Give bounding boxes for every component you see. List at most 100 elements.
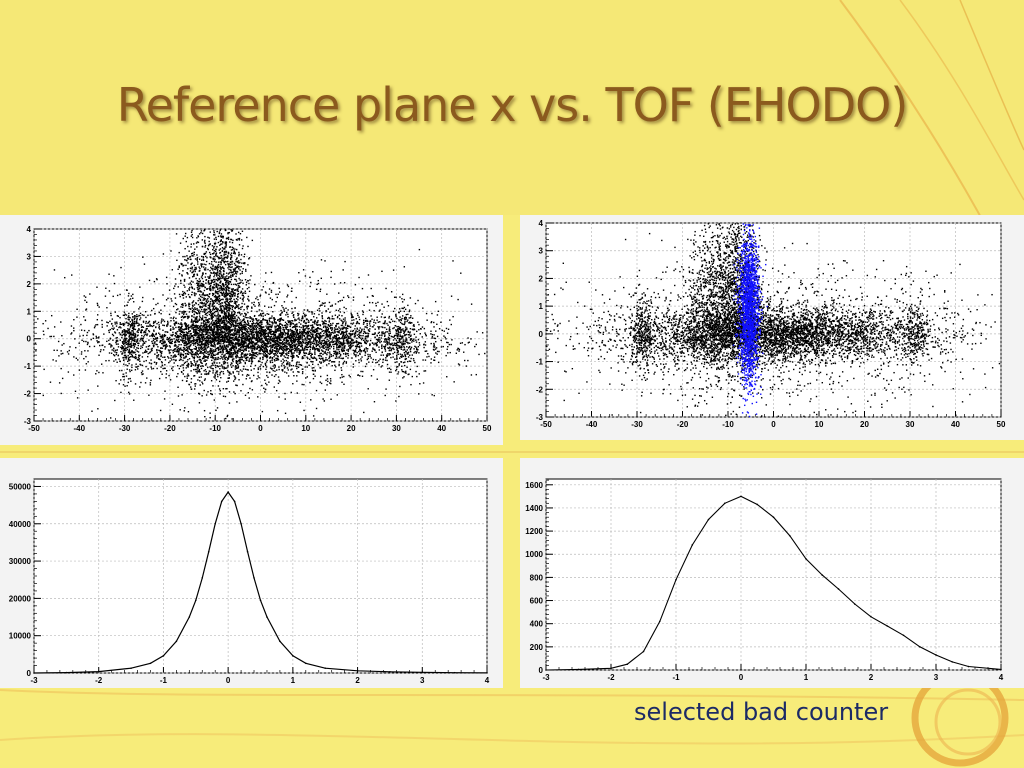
scatter-point xyxy=(367,357,369,360)
scatter-point xyxy=(219,323,221,325)
scatter-point xyxy=(220,339,222,341)
scatter-point xyxy=(326,359,329,361)
scatter-point xyxy=(236,360,239,363)
scatter-point xyxy=(362,319,365,322)
scatter-point xyxy=(141,356,144,358)
scatter-point xyxy=(227,315,229,318)
scatter-point xyxy=(252,340,254,343)
scatter-point xyxy=(316,347,318,350)
scatter-point xyxy=(219,327,222,329)
scatter-point xyxy=(221,322,223,324)
scatter-point xyxy=(386,343,389,346)
scatter-point xyxy=(387,342,389,344)
scatter-point xyxy=(263,347,265,350)
scatter-point xyxy=(294,326,296,328)
scatter-point xyxy=(225,330,228,332)
scatter-point xyxy=(119,333,122,335)
scatter-point xyxy=(366,341,368,343)
scatter-point xyxy=(220,341,222,343)
scatter-point xyxy=(309,340,311,342)
scatter-point xyxy=(143,314,145,317)
scatter-point xyxy=(200,335,203,337)
scatter-point xyxy=(271,338,273,340)
scatter-point xyxy=(271,330,274,333)
scatter-point xyxy=(260,332,263,335)
scatter-point xyxy=(283,342,285,344)
scatter-point xyxy=(321,316,323,318)
scatter-point xyxy=(230,366,233,368)
scatter-point xyxy=(183,340,185,342)
scatter-point xyxy=(191,363,193,365)
scatter-point xyxy=(216,310,218,313)
scatter-point xyxy=(292,332,294,335)
scatter-point xyxy=(272,348,274,351)
scatter-point xyxy=(336,328,338,330)
scatter-point xyxy=(205,363,208,365)
scatter-point xyxy=(285,359,288,362)
scatter-point xyxy=(272,369,274,372)
scatter-point xyxy=(337,337,340,340)
scatter-point xyxy=(303,309,305,311)
scatter-point xyxy=(211,367,214,370)
scatter-point xyxy=(277,328,279,330)
scatter-point xyxy=(369,321,371,323)
scatter-point xyxy=(223,336,225,338)
scatter-point xyxy=(227,341,229,343)
scatter-point xyxy=(281,342,283,344)
scatter-point xyxy=(355,347,358,349)
scatter-point xyxy=(303,352,305,354)
scatter-point xyxy=(217,312,219,314)
scatter-point xyxy=(433,326,435,328)
scatter-point xyxy=(369,355,371,358)
scatter-point xyxy=(240,341,242,344)
scatter-point xyxy=(243,356,246,358)
scatter-point xyxy=(330,333,332,336)
scatter-point xyxy=(162,319,165,321)
scatter-point xyxy=(191,324,193,327)
scatter-point xyxy=(150,350,153,352)
scatter-point xyxy=(376,361,379,363)
scatter-point xyxy=(242,245,244,247)
scatter-point xyxy=(382,331,384,333)
scatter-point xyxy=(342,333,344,335)
scatter-point xyxy=(155,338,158,340)
scatter-point xyxy=(177,345,179,348)
scatter-point xyxy=(242,356,244,358)
scatter-point xyxy=(177,334,179,337)
scatter-point xyxy=(381,365,383,367)
scatter-point xyxy=(225,326,227,329)
scatter-point xyxy=(313,330,316,332)
scatter-point xyxy=(388,333,390,335)
scatter-point xyxy=(365,320,367,323)
scatter-point xyxy=(245,345,247,347)
scatter-point xyxy=(246,375,248,377)
scatter-point xyxy=(273,347,276,349)
scatter-point xyxy=(228,326,230,328)
scatter-point xyxy=(234,337,236,340)
scatter-point xyxy=(286,294,289,296)
scatter-point xyxy=(271,317,273,319)
scatter-point xyxy=(334,314,337,316)
scatter-point xyxy=(253,325,256,327)
scatter-point xyxy=(184,353,187,355)
scatter-point xyxy=(101,323,103,326)
scatter-point xyxy=(231,312,233,314)
scatter-point xyxy=(222,358,224,360)
scatter-point xyxy=(213,349,215,351)
scatter-point xyxy=(297,338,300,341)
scatter-point xyxy=(266,354,268,356)
scatter-point xyxy=(290,322,293,324)
scatter-point xyxy=(228,343,231,346)
scatter-point xyxy=(299,349,301,351)
scatter-point xyxy=(289,349,291,352)
scatter-point xyxy=(209,311,212,314)
scatter-point xyxy=(170,338,172,341)
scatter-point xyxy=(241,321,243,323)
scatter-point xyxy=(329,323,332,325)
scatter-point xyxy=(216,317,218,319)
scatter-point xyxy=(323,352,326,354)
scatter-point xyxy=(292,337,295,339)
scatter-point xyxy=(281,331,283,334)
scatter-point xyxy=(232,305,234,307)
scatter-point xyxy=(326,338,328,341)
